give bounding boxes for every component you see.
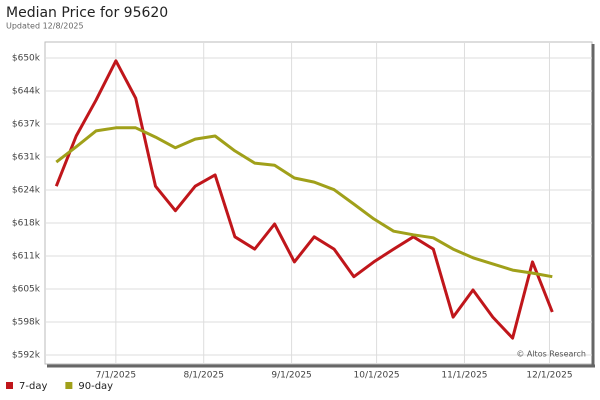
legend-label: 7-day	[19, 381, 47, 392]
y-tick-label: $592k	[12, 350, 41, 360]
series-line	[54, 59, 554, 340]
y-tick-label: $650k	[12, 54, 41, 64]
y-tick-label: $611k	[12, 252, 41, 262]
y-tick-label: $618k	[12, 219, 41, 229]
legend-label: 90-day	[78, 381, 113, 392]
y-tick-label: $598k	[12, 317, 41, 327]
y-tick-label: $605k	[12, 284, 41, 294]
chart-title: Median Price for 95620	[6, 5, 168, 21]
y-tick-label: $624k	[12, 186, 41, 196]
plot-area	[44, 41, 593, 365]
x-tick-label: 9/1/2025	[271, 371, 311, 381]
x-tick-label: 10/1/2025	[354, 371, 400, 381]
annotation: © Altos Research	[516, 350, 586, 359]
x-tick-label: 11/1/2025	[441, 371, 487, 381]
x-tick-label: 7/1/2025	[96, 371, 136, 381]
y-tick-label: $631k	[12, 153, 41, 163]
x-tick-label: 8/1/2025	[184, 371, 224, 381]
chart-subtitle: Updated 12/8/2025	[6, 22, 84, 31]
legend-swatch	[65, 382, 73, 389]
y-tick-label: $644k	[12, 87, 41, 97]
series-line	[55, 126, 553, 279]
y-tick-label: $637k	[12, 120, 41, 130]
x-tick-label: 12/1/2025	[526, 371, 572, 381]
legend-swatch	[6, 382, 13, 389]
